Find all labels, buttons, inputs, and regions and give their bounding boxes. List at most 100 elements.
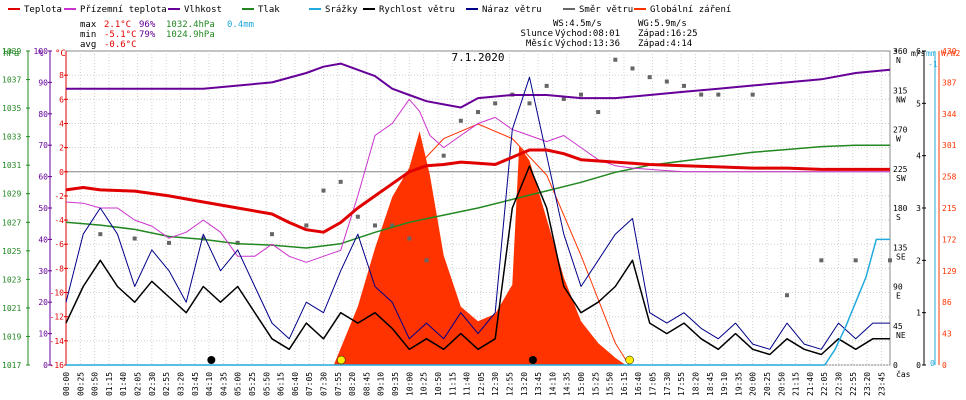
x-tick-label: 05:25	[248, 372, 257, 396]
stat-min-press: 1024.9hPa	[166, 30, 215, 40]
hpa-tick-label: 1023	[2, 275, 21, 284]
dir-tick-label: 360	[893, 47, 908, 56]
wind-direction-point	[132, 236, 137, 241]
x-tick-label: 21:15	[792, 372, 801, 396]
wm2-tick-label: 215	[942, 204, 957, 213]
dir-compass-label: E	[896, 292, 901, 301]
legend-label: Teplota	[24, 5, 62, 15]
dir-compass-label: W	[896, 135, 901, 144]
wind-direction-point	[699, 92, 704, 97]
hpa-tick-label: 1035	[2, 104, 21, 113]
x-tick-label: 07:05	[305, 372, 314, 396]
wind-direction-point	[493, 101, 498, 106]
humidity-line	[66, 62, 891, 109]
wm2-tick-label: 129	[942, 267, 957, 276]
wind-direction-point	[853, 258, 858, 263]
hpa-tick-label: 1017	[2, 361, 21, 370]
x-tick-label: 09:10	[377, 372, 386, 396]
temperature-line	[65, 148, 890, 234]
wm2-unit: W/m2	[941, 49, 960, 58]
temp-tick-label: 2	[59, 144, 64, 153]
moon-set: Západ:4:14	[638, 39, 692, 49]
temp-tick-label: -8	[54, 264, 64, 273]
hpa-tick-label: 1021	[2, 304, 21, 313]
moonrise-marker	[528, 356, 537, 364]
x-tick-label: 02:05	[134, 372, 143, 396]
wind-direction-point	[596, 110, 601, 115]
stat-max-rain: 0.4mm	[227, 20, 254, 30]
wind-speed-line	[65, 165, 890, 356]
time-unit: čas	[896, 369, 911, 379]
x-tick-label: 19:10	[720, 372, 729, 396]
x-axis: 00:00 00:25 00:50 01:15 01:40 02:05 02:30 02:55…	[62, 369, 911, 396]
x-tick-label: 13:20	[520, 372, 529, 396]
legend-label: Směr větru	[579, 5, 633, 15]
x-tick-label: 01:40	[119, 372, 128, 396]
wind-direction-point	[888, 258, 892, 263]
pct-tick-label: 80	[38, 110, 48, 119]
pct-tick-label: 20	[38, 298, 48, 307]
legend-label: Náraz větru	[482, 5, 542, 15]
wm2-tick-label: 430	[942, 47, 957, 56]
x-tick-label: 15:50	[606, 372, 615, 396]
pct-tick-label: 30	[38, 267, 48, 276]
wind-ws: WS:4.5m/s	[553, 19, 602, 29]
hpa-tick-label: 1033	[2, 133, 21, 142]
wm2-tick-label: 344	[942, 110, 957, 119]
stat-label: avg	[80, 40, 96, 50]
wind-direction-point	[304, 223, 309, 228]
stat-min-hum: 79%	[139, 30, 156, 40]
temp-tick-label: 0	[59, 168, 64, 177]
x-tick-label: 10:50	[434, 372, 443, 396]
wm2-tick-label: 86	[942, 298, 952, 307]
wm2-tick-label: 0	[942, 361, 947, 370]
pct-unit: %	[38, 49, 44, 59]
hpa-tick-label: 1019	[2, 332, 21, 341]
stat-min-temp: -5.1°C	[104, 30, 137, 40]
wind-direction-point	[338, 179, 343, 184]
x-tick-label: 14:35	[563, 372, 572, 396]
ground-temperature-line	[65, 98, 890, 263]
wind-direction-point	[527, 101, 532, 106]
ms-tick-label: 1	[916, 309, 921, 318]
x-tick-label: 22:30	[835, 372, 844, 396]
x-tick-label: 13:45	[534, 372, 543, 396]
hpa-tick-label: 1037	[2, 76, 21, 85]
wm2-tick-label: 387	[942, 78, 957, 87]
stat-max-hum: 96%	[139, 20, 156, 30]
x-tick-label: 06:40	[291, 372, 300, 396]
wind-direction-point	[561, 96, 566, 101]
x-tick-label: 12:05	[477, 372, 486, 396]
temp-tick-label: 6	[59, 95, 64, 104]
ms-tick-label: 4	[916, 152, 921, 161]
x-tick-label: 08:20	[348, 372, 357, 396]
legend-label: Přízemní teplota	[80, 5, 167, 15]
legend-label: Vlhkost	[184, 5, 222, 15]
x-tick-label: 15:00	[577, 372, 586, 396]
dir-tick-label: 0	[893, 361, 898, 370]
wind-direction-point	[819, 258, 824, 263]
wm2-tick-label: 43	[942, 330, 952, 339]
wind-direction-point	[355, 214, 360, 219]
dir-compass-label: S	[896, 213, 901, 222]
x-tick-label: 05:50	[262, 372, 271, 396]
wind-direction-point	[424, 258, 429, 263]
x-tick-label: 00:25	[76, 372, 85, 396]
x-tick-label: 17:55	[677, 372, 686, 396]
stat-avg-temp: -0.6°C	[104, 40, 137, 50]
wind-wg: WG:5.9m/s	[638, 19, 687, 29]
wm2-tick-label: 301	[942, 141, 957, 150]
pressure-line	[65, 144, 890, 249]
right-axes: °360N315NW270W225SW180S135SE90E45NE0m/s6…	[893, 47, 960, 370]
x-tick-label: 20:25	[763, 372, 772, 396]
wind-direction-point	[407, 236, 412, 241]
temp-tick-label: -10	[50, 289, 65, 298]
x-tick-label: 08:45	[362, 372, 371, 396]
wind-direction-point	[373, 223, 377, 228]
temp-tick-label: 8	[59, 71, 64, 80]
wind-direction-point	[647, 75, 652, 80]
pct-tick-label: 70	[38, 141, 48, 150]
x-tick-label: 03:45	[191, 372, 200, 396]
ms-tick-label: 0	[916, 361, 921, 370]
